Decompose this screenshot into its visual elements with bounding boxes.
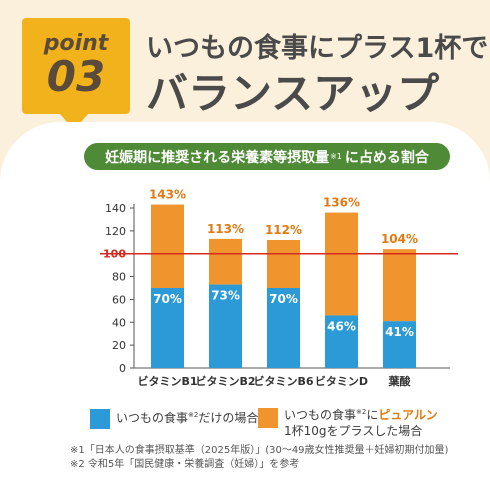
bar-chart: 0 20 40 60 80 120 140 143% 70% ビタミンB1 113% 73% ビタミンB… xyxy=(100,188,458,388)
legend-base-sup: ※2 xyxy=(188,411,199,419)
total-data-label: 113% xyxy=(207,222,244,236)
category-label: 葉酸 xyxy=(388,374,412,388)
bar-plus-segment xyxy=(325,212,358,316)
headline-line2: バランスアップ xyxy=(146,69,440,118)
category-label: ビタミンD xyxy=(315,374,368,388)
base-data-label: 70% xyxy=(269,292,298,306)
y-tick-label: 80 xyxy=(112,271,126,284)
base-data-label: 46% xyxy=(327,319,356,333)
y-tick-label: 0 xyxy=(119,362,126,375)
bar-base-segment xyxy=(267,288,300,368)
headline-line1: いつもの食事にプラス1杯で xyxy=(146,33,489,64)
footnotes: ※1「日本人の食事摂取基準（2025年版）」(30〜49歳女性推奨量＋妊婦初期付… xyxy=(70,444,448,472)
chart-subtitle: 妊娠期に推奨される栄養素等摂取量 ※1 に占める割合 xyxy=(84,143,450,170)
category-label: ビタミンB2 xyxy=(195,374,255,388)
category-label: ビタミンB6 xyxy=(253,374,313,388)
legend-base-suffix: だけの場合 xyxy=(198,411,259,425)
y-tick-label: 120 xyxy=(105,225,126,238)
bar-plus-segment xyxy=(267,240,300,288)
subtitle-suffix: に占める割合 xyxy=(344,149,429,166)
base-data-label: 41% xyxy=(385,325,414,339)
legend-item-base: いつもの食事※2だけの場合 xyxy=(90,409,258,429)
base-data-label: 73% xyxy=(211,289,240,303)
bar-plus-segment xyxy=(383,249,416,322)
y-tick-label: 40 xyxy=(112,316,126,329)
bar-plus-segment xyxy=(209,238,242,285)
legend-swatch-orange xyxy=(258,408,278,428)
footnote-2: ※2 令和5年「国民健康・栄養調査（妊婦）」を参考 xyxy=(70,459,300,470)
subtitle-text: 妊娠期に推奨される栄養素等摂取量 xyxy=(105,149,330,166)
footnote-1: ※1「日本人の食事摂取基準（2025年版）」(30〜49歳女性推奨量＋妊婦初期付… xyxy=(70,445,449,456)
reference-line-label: 100 xyxy=(103,248,126,261)
legend-plus-line2: 1杯10gをプラスした場合 xyxy=(284,424,423,438)
total-data-label: 143% xyxy=(149,188,186,202)
legend-swatch-blue xyxy=(90,409,110,429)
total-data-label: 112% xyxy=(265,223,302,237)
total-data-label: 136% xyxy=(323,196,360,210)
y-tick-label: 60 xyxy=(112,293,126,306)
bar-base-segment xyxy=(383,321,416,368)
legend-plus-product: ピュアルン xyxy=(378,408,438,422)
bar-base-segment xyxy=(209,284,242,368)
subtitle-footnote-mark: ※1 xyxy=(330,152,342,161)
y-tick-label: 20 xyxy=(112,339,126,352)
total-data-label: 104% xyxy=(381,232,418,246)
legend-plus-text: いつもの食事 xyxy=(284,408,357,422)
bar-base-segment xyxy=(325,315,358,368)
legend-base-text: いつもの食事 xyxy=(116,411,189,425)
point-badge: point 03 xyxy=(22,18,130,130)
bar-base-segment xyxy=(151,288,184,368)
base-data-label: 70% xyxy=(153,292,182,306)
bar-plus-segment xyxy=(151,204,184,288)
y-tick-label: 140 xyxy=(105,202,126,215)
category-label: ビタミンB1 xyxy=(137,374,197,388)
legend-item-plus: いつもの食事※2にピュアルン 1杯10gをプラスした場合 xyxy=(258,404,438,439)
point-number: 03 xyxy=(46,51,106,101)
point-label: point xyxy=(43,30,109,56)
legend-plus-sup: ※2 xyxy=(356,408,367,416)
legend-plus-mid: に xyxy=(366,408,379,422)
